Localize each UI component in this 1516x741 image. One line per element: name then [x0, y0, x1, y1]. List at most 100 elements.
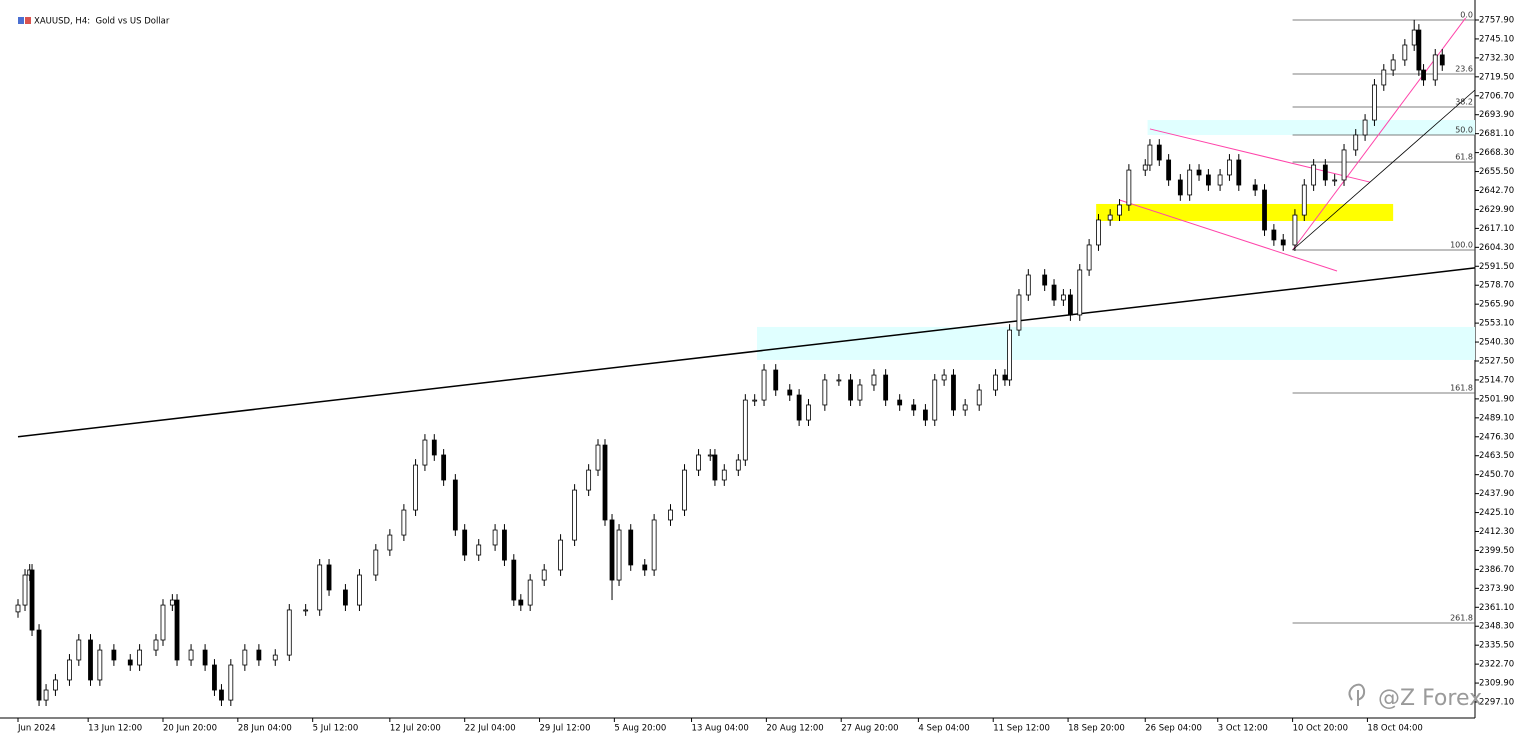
y-tick-label: 2501.90 — [1479, 394, 1514, 404]
y-tick-label: 2476.30 — [1479, 432, 1514, 442]
candle-body — [256, 649, 262, 661]
candle-body — [1390, 59, 1396, 71]
candle-body — [712, 454, 718, 481]
y-tick-label: 2565.90 — [1479, 300, 1514, 310]
trend-line — [1149, 128, 1370, 183]
x-tick-label: 28 Jun 04:00 — [238, 724, 292, 734]
candle-body — [911, 404, 917, 411]
candle-body — [773, 369, 779, 391]
candle-body — [43, 689, 49, 701]
y-tick-label: 2527.50 — [1479, 357, 1514, 367]
y-tick-label: 2450.70 — [1479, 470, 1514, 480]
zone — [1147, 120, 1475, 135]
candle-body — [527, 579, 533, 606]
candle-body — [941, 374, 947, 381]
y-tick-label: 2604.30 — [1479, 243, 1514, 253]
candle-body — [962, 404, 968, 411]
candle-body — [502, 529, 507, 561]
candle-body — [923, 409, 928, 421]
y-tick-label: 2425.10 — [1479, 508, 1514, 518]
candle-body — [29, 569, 35, 631]
candle-body — [541, 569, 547, 581]
candle-body — [1227, 159, 1232, 176]
x-tick-label: 18 Oct 04:00 — [1367, 724, 1422, 734]
candle-body — [1381, 69, 1387, 86]
candle-body — [242, 649, 248, 666]
y-tick-label: 2681.10 — [1479, 129, 1514, 139]
candle-body — [822, 379, 828, 406]
candle-body — [595, 444, 601, 471]
candle-body — [609, 519, 615, 581]
fib-label: 261.8 — [1450, 613, 1473, 622]
candle-body — [1236, 159, 1242, 186]
candle-body — [1016, 294, 1022, 331]
candle-body — [1439, 54, 1445, 66]
candle-body — [1271, 229, 1277, 241]
x-tick-label: 13 Jun 12:00 — [88, 724, 142, 734]
y-tick-label: 2309.90 — [1479, 679, 1514, 689]
candle-body — [286, 609, 292, 656]
axes: 2757.90 2745.10 2732.30 2719.50 2706.70 2693.… — [17, 15, 1514, 733]
trend-line — [1119, 199, 1338, 272]
candle-body — [696, 454, 701, 471]
x-tick-label: 4 Sep 04:00 — [918, 724, 969, 734]
x-tick-label: 18 Sep 20:00 — [1068, 724, 1125, 734]
candle-body — [67, 659, 72, 681]
candle-body — [1196, 169, 1202, 176]
x-tick-label: 20 Jun 20:00 — [163, 724, 217, 734]
zone — [757, 326, 1475, 360]
fib-label: 0.0 — [1460, 10, 1473, 19]
candle-body — [883, 374, 889, 401]
candle-body — [343, 589, 348, 606]
candle-body — [1042, 274, 1048, 286]
x-tick-label: 3 Oct 12:00 — [1218, 724, 1268, 734]
candle-body — [431, 439, 437, 456]
y-tick-label: 2373.90 — [1479, 584, 1514, 594]
candle-body — [1402, 44, 1408, 61]
y-tick-label: 2642.70 — [1479, 186, 1514, 196]
fib-label: 38.2 — [1455, 98, 1473, 107]
candle-body — [303, 609, 309, 612]
candle-body — [476, 544, 482, 556]
candle-body — [1107, 214, 1113, 221]
candle-body — [1301, 184, 1307, 216]
y-tick-label: 2757.90 — [1479, 15, 1514, 25]
candle-body — [441, 454, 447, 481]
candle-body — [558, 539, 563, 571]
candle-body — [1086, 244, 1092, 271]
candle-body — [452, 479, 458, 531]
candle-body — [272, 654, 278, 661]
candle-body — [836, 379, 842, 382]
candle-body — [1177, 179, 1183, 196]
candle-body — [1117, 204, 1122, 216]
candle-body — [857, 384, 863, 401]
x-tick-label: 29 Jul 12:00 — [540, 724, 591, 734]
candle-body — [1421, 69, 1426, 81]
candle-body — [951, 374, 956, 411]
fib-label: 61.8 — [1455, 153, 1473, 162]
candle-body — [642, 564, 648, 571]
fib-label: 161.8 — [1450, 383, 1473, 392]
y-tick-label: 2553.10 — [1479, 319, 1514, 329]
x-tick-label: 10 Oct 20:00 — [1293, 724, 1348, 734]
y-tick-label: 2412.30 — [1479, 527, 1514, 537]
y-tick-label: 2540.30 — [1479, 338, 1514, 348]
x-tick-label: Jun 2024 — [17, 724, 56, 734]
candle-body — [97, 649, 103, 681]
candle-body — [160, 604, 166, 641]
candle-body — [111, 649, 117, 661]
candle-body — [127, 659, 133, 666]
candle-body — [1051, 284, 1057, 301]
x-tick-label: 22 Jul 04:00 — [465, 724, 516, 734]
candle-body — [1353, 134, 1359, 151]
y-tick-label: 2745.10 — [1479, 34, 1514, 44]
y-tick-label: 2335.50 — [1479, 641, 1514, 651]
y-tick-label: 2655.50 — [1479, 167, 1514, 177]
candle-body — [752, 399, 758, 402]
chart-title: XAUUSD, H4: Gold vs US Dollar — [34, 17, 170, 27]
y-tick-label: 2361.10 — [1479, 603, 1514, 613]
x-tick-label: 5 Jul 12:00 — [313, 724, 359, 734]
candle-body — [586, 469, 592, 491]
candle-body — [228, 664, 234, 701]
